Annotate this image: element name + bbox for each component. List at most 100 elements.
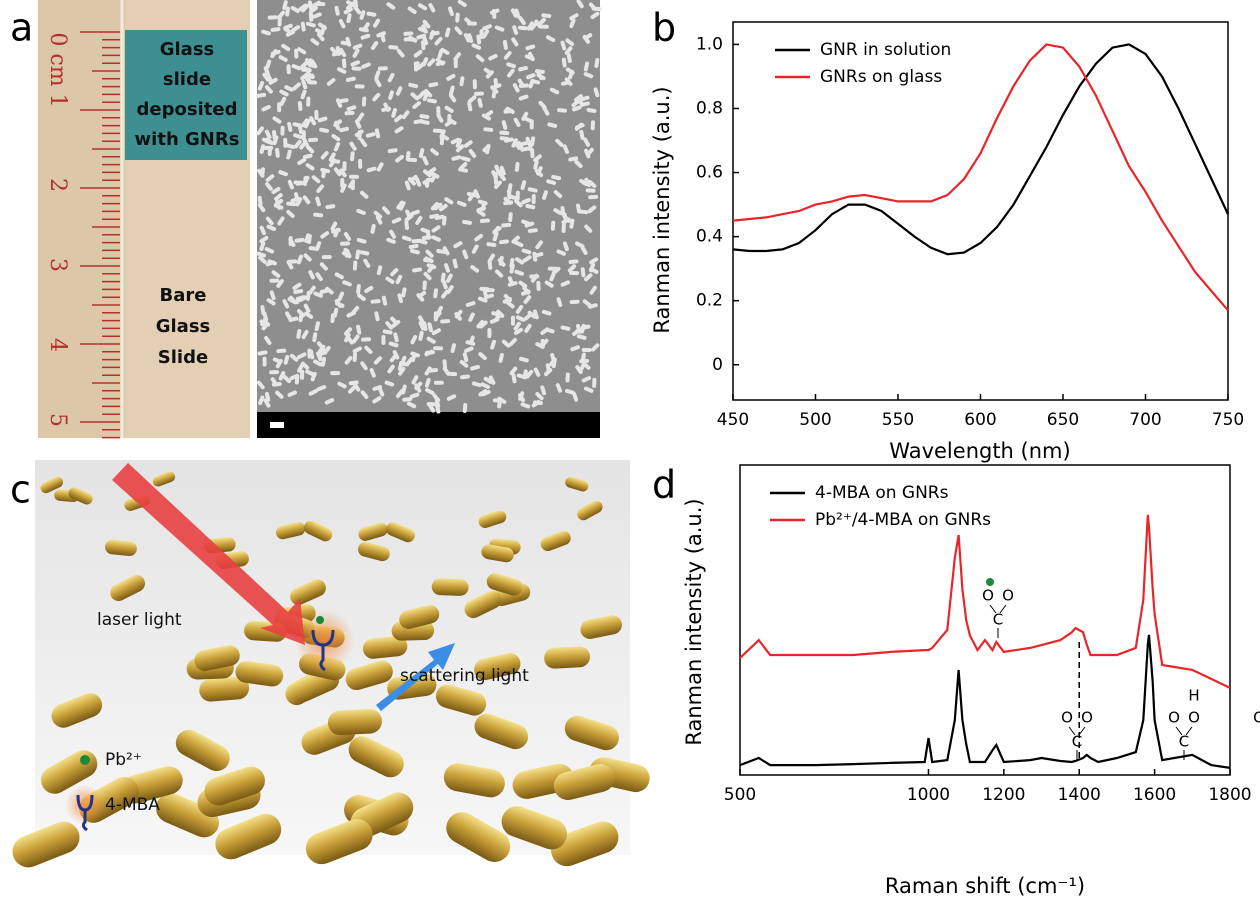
x-axis-label: Wavelength (nm): [889, 439, 1070, 463]
ruler-label: 5: [45, 413, 70, 427]
nanorod: [308, 138, 318, 143]
gold-nanorod: [544, 646, 591, 669]
nanorod: [532, 194, 536, 204]
slide-label: Bare: [160, 285, 207, 306]
nanorod: [353, 352, 358, 362]
x-tick-label: 700: [1129, 410, 1161, 430]
x-tick-label: 550: [882, 410, 914, 430]
nanorod: [582, 348, 592, 352]
x-tick-label: 500: [724, 785, 756, 805]
nanorod: [342, 58, 347, 68]
figure: 0 cm 12345Glassslidedepositedwith GNRsBa…: [0, 0, 1260, 905]
nanorod: [280, 126, 284, 136]
nanorod: [474, 91, 484, 95]
nanorod: [434, 381, 444, 385]
y-tick-label: 1.0: [696, 34, 723, 54]
nanorod: [362, 96, 367, 106]
slide-label: Glass: [156, 316, 211, 337]
nanorod: [516, 191, 520, 201]
nanorod: [411, 239, 421, 244]
nanorod: [269, 279, 279, 283]
y-axis-label: Ranman intensity (a.u.): [650, 86, 674, 333]
x-tick-label: 1000: [907, 785, 950, 805]
nanorod: [565, 372, 570, 382]
nanorod: [353, 260, 358, 270]
nanorod: [530, 119, 534, 129]
nanorod: [358, 159, 362, 169]
x-tick-label: 500: [799, 410, 831, 430]
y-tick-label: 0.2: [696, 291, 723, 311]
panel-label: a: [10, 6, 33, 50]
gold-nanorod: [327, 708, 382, 735]
nanorod: [378, 66, 388, 70]
nanorod: [268, 15, 278, 20]
nanorod: [314, 110, 318, 120]
slide-label: slide: [163, 69, 211, 90]
pb-ion: [986, 578, 994, 586]
nanorod: [289, 236, 293, 246]
atom-label: O: [1253, 709, 1260, 727]
nanorod: [579, 359, 589, 364]
x-tick-label: 450: [717, 410, 749, 430]
atom-label: O: [1188, 709, 1200, 727]
x-tick-label: 1200: [982, 785, 1025, 805]
nanorod: [294, 49, 298, 59]
nanorod: [269, 370, 279, 374]
legend-label: GNRs on glass: [820, 67, 942, 87]
nanorod: [351, 66, 361, 70]
nanorod: [561, 223, 565, 233]
scale-bar-strip: [257, 412, 600, 438]
nanorod: [355, 84, 365, 88]
atom-label: O: [1061, 709, 1073, 727]
series-line: [733, 44, 1228, 310]
nanorod: [318, 351, 322, 361]
nanorod: [315, 2, 325, 6]
nanorod: [434, 311, 438, 321]
ruler-label: 0 cm 1: [45, 32, 70, 107]
nanorod: [349, 175, 359, 179]
atom-label: O: [1168, 709, 1180, 727]
x-axis-label: Raman shift (cm⁻¹): [885, 874, 1085, 898]
nanorod: [322, 255, 332, 259]
x-tick-label: 650: [1047, 410, 1079, 430]
nanorod: [300, 370, 304, 380]
panel-label: d: [652, 463, 676, 507]
nanorod: [293, 180, 303, 184]
y-tick-label: 0.8: [696, 98, 723, 118]
slide-label: with GNRs: [135, 129, 240, 150]
nanorod: [592, 378, 596, 388]
atom-label: C: [1179, 733, 1189, 751]
nanorod: [586, 188, 596, 193]
ruler-label: 2: [45, 178, 70, 192]
nanorod: [286, 64, 290, 74]
x-tick-label: 750: [1212, 410, 1244, 430]
atom-label: H: [1188, 687, 1199, 705]
nanorod: [433, 346, 443, 350]
atom-label: O: [982, 587, 994, 605]
x-tick-label: 600: [964, 410, 996, 430]
x-tick-label: 1400: [1058, 785, 1101, 805]
nanorod: [357, 130, 361, 140]
nanorod: [591, 120, 595, 130]
illustration-label: laser light: [97, 610, 182, 630]
nanorod: [344, 111, 354, 116]
nanorod: [569, 300, 579, 305]
nanorod: [340, 242, 350, 246]
pb-legend-icon: [80, 755, 90, 765]
legend-label: GNR in solution: [820, 40, 951, 60]
nanorod: [307, 349, 311, 359]
gold-nanorod: [431, 578, 469, 596]
nanorod: [426, 230, 431, 240]
nanorod: [283, 138, 287, 148]
slide-label: Slide: [158, 347, 208, 368]
panel-label: c: [10, 468, 31, 512]
panel-label: b: [652, 6, 676, 50]
atom-label: O: [1081, 709, 1093, 727]
plot-frame: [733, 22, 1228, 400]
nanorod: [276, 348, 286, 353]
scale-bar: [270, 422, 284, 428]
nanorod: [361, 337, 371, 341]
y-tick-label: 0.4: [696, 227, 723, 247]
atom-label: O: [1002, 587, 1014, 605]
